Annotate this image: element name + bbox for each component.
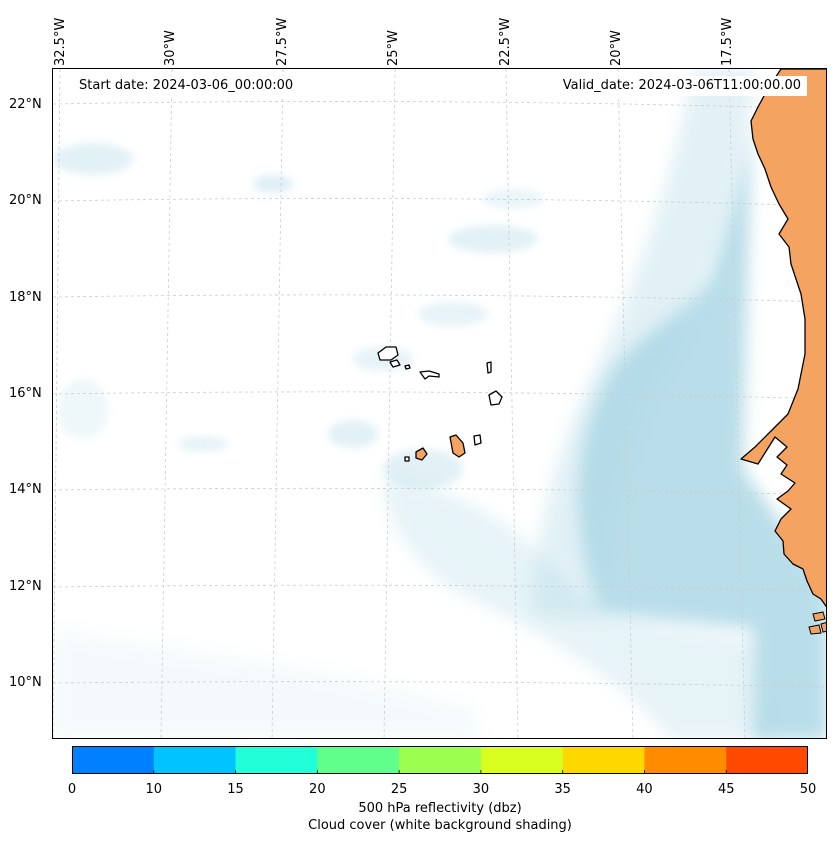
colorbar-tick-label: 10 [145,782,163,797]
lon-label-20w: 20°W [609,30,624,66]
map-canvas [53,69,826,738]
coastal-islet [812,611,826,622]
colorbar-segment [72,746,155,774]
lat-label-10n: 10°N [9,675,42,690]
colorbar-tick-label: 40 [636,782,653,797]
island-sao-nicolau [419,370,440,380]
lon-label-32-5w: 32.5°W [53,17,68,66]
colorbar-segment [480,746,564,774]
colorbar-segment [399,746,482,774]
lat-label-20n: 20°N [9,193,42,208]
valid-date-label: Valid_date: 2024-03-06T11:00:00.00 [556,76,807,96]
colorbar-tick-label: 20 [309,782,326,797]
lat-label-18n: 18°N [9,290,42,305]
colorbar-segment [644,746,727,774]
colorbar-segment [317,746,400,774]
lon-label-30w: 30°W [163,30,178,66]
island-boa-vista [488,390,503,406]
colorbar-sublabel: Cloud cover (white background shading) [308,818,572,833]
island-santa-luzia [404,364,411,370]
colorbar-tick-label: 50 [799,782,817,797]
cloud-cover-shading [53,69,826,738]
colorbar-tick-label: 30 [472,782,490,797]
lat-label-14n: 14°N [9,482,42,497]
lon-label-22-5w: 22.5°W [498,17,513,66]
africa-land [740,69,826,608]
colorbar [72,746,808,774]
colorbar-tick-label: 15 [227,782,244,797]
lon-label-27-5w: 27.5°W [275,17,290,66]
cape-verde-islands [377,346,503,462]
colorbar-segment [726,746,808,774]
colorbar-tick-label: 35 [554,782,571,797]
graticule-grid [53,69,826,738]
coastal-islet [808,624,822,635]
island-fogo [415,447,428,461]
island-sal [486,361,492,374]
island-santo-antao [377,346,399,361]
lat-label-12n: 12°N [9,579,42,594]
lon-label-17-5w: 17.5°W [720,17,735,66]
colorbar-segment [235,746,318,774]
colorbar-segment [562,746,645,774]
colorbar-tick-label: 0 [67,782,77,797]
island-santiago [449,434,466,458]
colorbar-tick-label: 25 [390,782,408,797]
map-panel [52,68,827,739]
coastal-islet [820,622,826,633]
island-brava [404,456,410,462]
colorbar-label: 500 hPa reflectivity (dbz) [358,801,522,816]
colorbar-segment [153,746,237,774]
start-date-label: Start date: 2024-03-06_00:00:00 [73,76,300,96]
lon-label-25w: 25°W [386,30,401,66]
island-sao-vicente [389,359,401,368]
island-maio [473,434,482,446]
lat-label-16n: 16°N [9,386,42,401]
colorbar-tick-label: 45 [717,782,735,797]
lat-label-22n: 22°N [9,97,42,112]
